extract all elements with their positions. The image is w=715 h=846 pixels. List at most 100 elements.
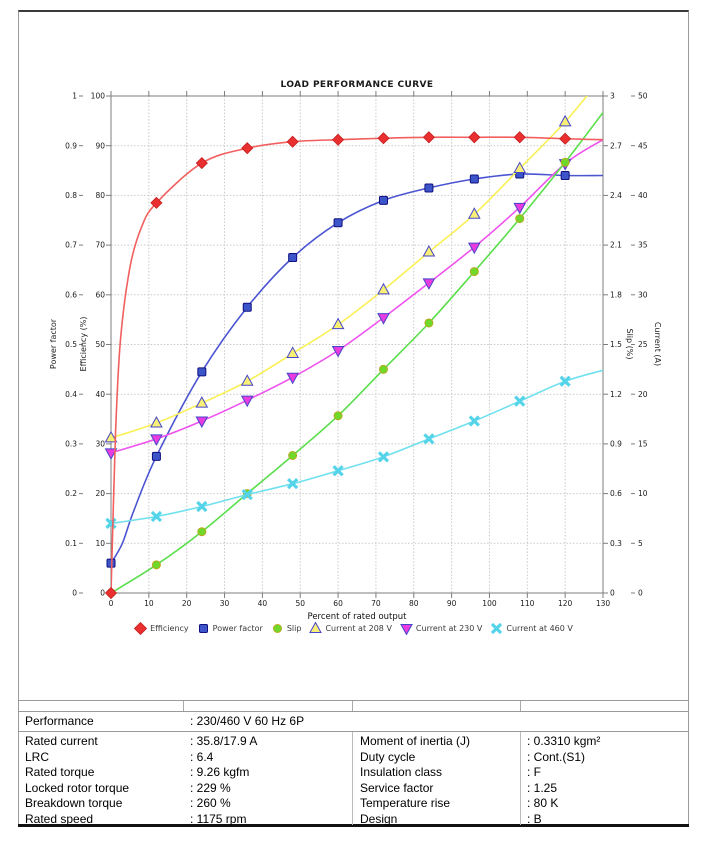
svg-text:2.1: 2.1 (610, 241, 622, 250)
svg-text:30: 30 (638, 290, 648, 299)
performance-label: Performance (25, 714, 94, 728)
legend-item-current-at-460-v: Current at 460 V (490, 622, 573, 635)
svg-text:90: 90 (447, 599, 457, 608)
svg-text:0.4: 0.4 (65, 390, 77, 399)
svg-text:40: 40 (638, 191, 648, 200)
svg-text:1.2: 1.2 (610, 390, 622, 399)
svg-text:10: 10 (95, 539, 105, 548)
legend-label: Current at 460 V (506, 624, 573, 633)
svg-text:25: 25 (638, 340, 648, 349)
x-marker-icon (491, 622, 503, 635)
svg-text:10: 10 (638, 489, 648, 498)
svg-text:30: 30 (220, 599, 230, 608)
legend-item-slip: Slip (271, 622, 302, 635)
spec-value: : B (527, 811, 542, 826)
spec-table: Performance : 230/460 V 60 Hz 6P Rated c… (18, 700, 689, 827)
series-current-at-208-v (104, 96, 588, 443)
svg-text:0: 0 (610, 589, 615, 598)
spec-label: Temperature rise (360, 796, 451, 810)
spec-value: : 80 K (527, 796, 559, 810)
legend-label: Slip (286, 624, 302, 633)
svg-text:50: 50 (638, 92, 648, 101)
svg-text:0.8: 0.8 (65, 191, 77, 200)
svg-text:0: 0 (72, 589, 77, 598)
spec-label: Design (360, 811, 398, 826)
series-efficiency (104, 131, 603, 600)
svg-text:1: 1 (72, 92, 77, 101)
triangle-down-marker-icon (400, 624, 413, 635)
svg-text:0.7: 0.7 (65, 241, 77, 250)
spec-label: Locked rotor torque (25, 780, 130, 795)
spec-label: Insulation class (360, 765, 443, 779)
svg-text:40: 40 (258, 599, 268, 608)
power-factor-axis-label: Power factor (49, 318, 58, 369)
performance-value: : 230/460 V 60 Hz 6P (190, 714, 305, 728)
svg-text:0.3: 0.3 (65, 440, 77, 449)
load-performance-chart: 0 10 20 30 40 50 60 70 80 90 100 110 120 130 0 0.1 0.2 0.… (18, 70, 689, 650)
spec-grid: Rated current: 35.8/17.9 A LRC: 6.4 Rated … (18, 732, 689, 826)
chart-canvas: 0 10 20 30 40 50 60 70 80 90 100 110 120 13000.10.20.… (49, 80, 662, 622)
spec-value: : 1.25 (527, 780, 558, 795)
spec-label: Duty cycle (360, 749, 416, 764)
svg-text:70: 70 (371, 599, 381, 608)
svg-text:60: 60 (333, 599, 343, 608)
svg-text:0.2: 0.2 (65, 489, 77, 498)
spec-value: : 35.8/17.9 A (190, 734, 258, 748)
gridlines (111, 96, 603, 593)
svg-text:30: 30 (95, 440, 105, 449)
chart-title: LOAD PERFORMANCE CURVE (281, 80, 434, 90)
svg-text:100: 100 (482, 599, 497, 608)
svg-text:40: 40 (95, 390, 105, 399)
svg-text:0: 0 (638, 589, 643, 598)
svg-text:20: 20 (95, 489, 105, 498)
spec-label: LRC (25, 749, 50, 764)
circle-marker-icon (272, 624, 282, 633)
spec-label: Service factor (360, 780, 434, 795)
svg-text:3: 3 (610, 92, 615, 101)
spec-value: : Cont.(S1) (527, 749, 586, 764)
spec-label: Rated speed (25, 811, 94, 826)
svg-text:100: 100 (91, 92, 106, 101)
svg-text:35: 35 (638, 241, 648, 250)
svg-text:0: 0 (109, 599, 114, 608)
svg-text:130: 130 (596, 599, 611, 608)
data-series (104, 96, 603, 600)
svg-text:70: 70 (95, 241, 105, 250)
legend-item-efficiency: Efficiency (134, 622, 189, 635)
series-current-at-460-v (105, 369, 603, 530)
svg-text:2.4: 2.4 (610, 191, 622, 200)
svg-text:0.6: 0.6 (610, 489, 622, 498)
svg-text:110: 110 (520, 599, 535, 608)
spec-value: : 229 % (190, 780, 231, 795)
spec-value: : 0.3310 kgm² (527, 734, 601, 748)
svg-text:0.5: 0.5 (65, 340, 77, 349)
svg-text:0.1: 0.1 (65, 539, 77, 548)
series-slip (106, 111, 603, 598)
svg-text:10: 10 (144, 599, 154, 608)
spec-value: : 9.26 kgfm (190, 765, 250, 779)
diamond-marker-icon (134, 622, 148, 635)
svg-text:120: 120 (558, 599, 573, 608)
legend-item-current-at-208-v: Current at 208 V (309, 622, 392, 635)
x-axis-label: Percent of rated output (308, 612, 408, 622)
svg-text:90: 90 (95, 141, 105, 150)
svg-text:0.9: 0.9 (65, 141, 77, 150)
legend-item-power-factor: Power factor (197, 622, 263, 635)
svg-text:60: 60 (95, 290, 105, 299)
spec-label: Breakdown torque (25, 796, 123, 810)
svg-text:0.3: 0.3 (610, 539, 622, 548)
page-frame (18, 10, 689, 827)
triangle-up-marker-icon (309, 622, 323, 633)
spec-label: Rated torque (25, 765, 95, 779)
legend-label: Efficiency (150, 624, 189, 633)
table-header-strip (18, 701, 689, 712)
legend-label: Current at 208 V (325, 624, 392, 633)
svg-text:5: 5 (638, 539, 643, 548)
efficiency-axis-label: Efficiency (%) (79, 317, 88, 372)
svg-text:80: 80 (409, 599, 419, 608)
spec-value: : 260 % (190, 796, 231, 810)
legend-label: Current at 230 V (415, 624, 483, 633)
svg-text:50: 50 (95, 340, 105, 349)
chart-legend: Efficiency Power factor Slip Current at 208… (18, 622, 689, 635)
